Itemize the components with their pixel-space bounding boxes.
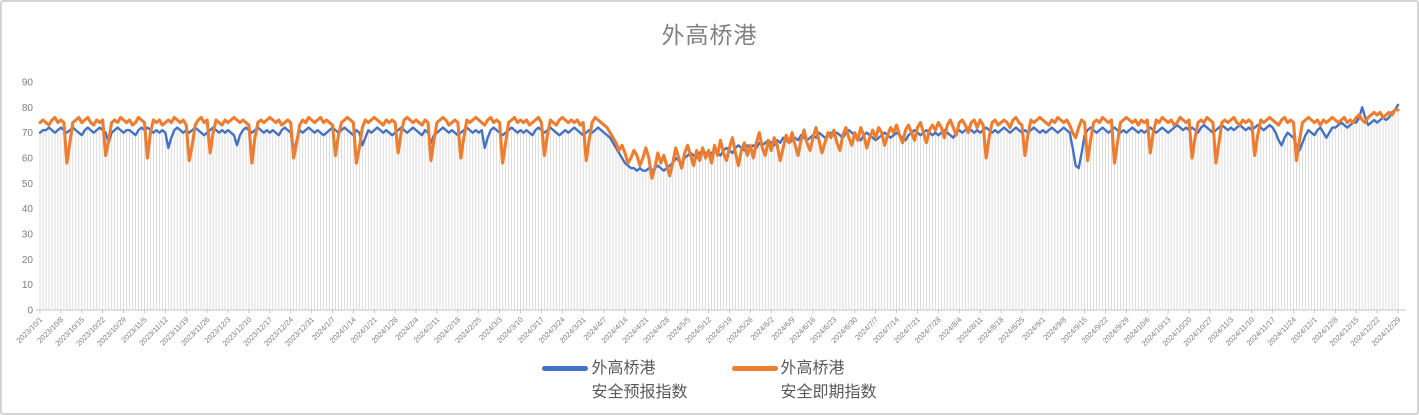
- svg-text:40: 40: [22, 204, 34, 215]
- svg-text:20: 20: [22, 255, 34, 266]
- svg-text:70: 70: [22, 128, 34, 139]
- chart-title: 外高桥港: [661, 22, 758, 48]
- svg-text:80: 80: [22, 103, 34, 114]
- svg-text:90: 90: [22, 78, 34, 89]
- spot-line-swatch-icon: [731, 366, 778, 371]
- chart-legend: 外高桥港 安全预报指数 外高桥港 安全即期指数: [2, 357, 1417, 405]
- legend-item-spot: 外高桥港 安全即期指数: [731, 357, 877, 405]
- legend-item-forecast: 外高桥港 安全预报指数: [542, 357, 688, 405]
- svg-text:30: 30: [22, 230, 34, 241]
- svg-text:10: 10: [22, 280, 34, 291]
- legend-spot-line1: 外高桥港: [780, 360, 845, 377]
- svg-text:50: 50: [22, 179, 34, 190]
- forecast-line-swatch-icon: [542, 366, 589, 371]
- legend-spot-line2: 安全即期指数: [780, 384, 877, 401]
- legend-forecast-line2: 安全预报指数: [591, 384, 688, 401]
- svg-text:60: 60: [22, 154, 34, 165]
- svg-text:0: 0: [27, 306, 33, 317]
- legend-forecast-line1: 外高桥港: [591, 360, 656, 377]
